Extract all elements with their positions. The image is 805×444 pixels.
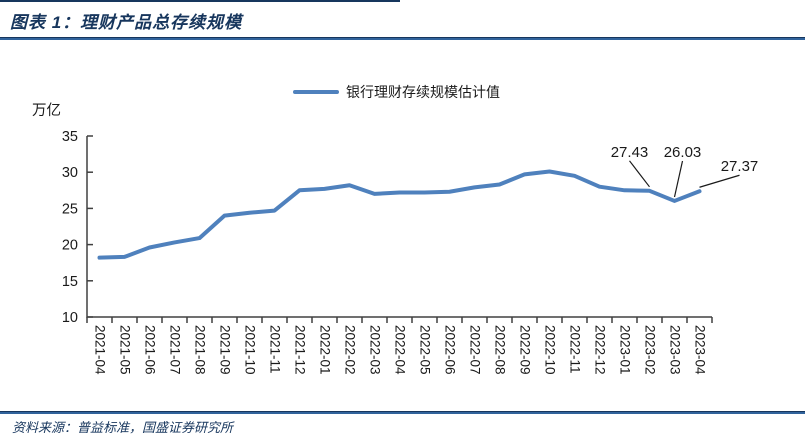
title-divider <box>0 37 805 40</box>
x-tick-label: 2022-02 <box>343 325 358 375</box>
annotation-leader-line <box>629 160 650 188</box>
x-tick-label: 2023-03 <box>668 325 683 375</box>
x-tick-label: 2023-04 <box>693 325 708 375</box>
x-tick-label: 2021-12 <box>293 325 308 375</box>
figure-title: 图表 1：理财产品总存续规模 <box>10 13 243 32</box>
x-tick-label: 2022-03 <box>368 325 383 375</box>
x-tick-label: 2023-01 <box>618 325 633 375</box>
x-tick-label: 2022-11 <box>568 325 583 374</box>
x-tick-label: 2021-11 <box>268 325 283 374</box>
y-tick-label: 15 <box>62 274 78 290</box>
x-tick-label: 2022-12 <box>593 325 608 375</box>
y-tick-label: 10 <box>62 310 78 326</box>
annotation-leader-line <box>673 160 684 198</box>
legend-line-swatch <box>293 90 339 94</box>
x-tick-label: 2021-06 <box>143 325 158 375</box>
x-tick-label: 2021-10 <box>243 325 258 375</box>
legend-label: 银行理财存续规模估计值 <box>346 84 500 100</box>
source-note: 资料来源：普益标准，国盛证券研究所 <box>12 420 234 435</box>
x-tick-label: 2022-05 <box>418 325 433 375</box>
annotation-label: 27.37 <box>721 158 759 175</box>
x-tick-label: 2022-04 <box>393 325 408 375</box>
x-tick-label: 2022-09 <box>518 325 533 375</box>
y-tick-label: 20 <box>62 238 78 254</box>
x-tick-label: 2023-02 <box>643 325 658 375</box>
x-tick-label: 2022-08 <box>493 325 508 375</box>
y-tick-label: 25 <box>62 201 78 217</box>
y-axis-unit-label: 万亿 <box>32 103 61 119</box>
y-tick-label: 30 <box>62 165 78 181</box>
top-divider <box>0 0 400 2</box>
x-tick-label: 2022-01 <box>318 325 333 375</box>
x-tick-label: 2021-09 <box>218 325 233 375</box>
x-tick-label: 2022-06 <box>443 325 458 375</box>
annotation-leader-line <box>699 174 740 188</box>
series-line <box>97 169 702 260</box>
x-tick-label: 2021-08 <box>193 325 208 375</box>
annotation-label: 27.43 <box>611 144 649 161</box>
chart-legend: 银行理财存续规模估计值 <box>293 82 500 102</box>
y-tick-label: 35 <box>62 129 78 145</box>
x-tick-label: 2021-07 <box>168 325 183 375</box>
annotation-label: 26.03 <box>664 144 702 161</box>
x-tick-label: 2022-10 <box>543 325 558 375</box>
x-tick-label: 2021-04 <box>93 325 108 375</box>
x-tick-label: 2021-05 <box>118 325 133 375</box>
axis-lines <box>86 136 712 318</box>
footer-divider <box>0 411 805 414</box>
x-tick-label: 2022-07 <box>468 325 483 375</box>
